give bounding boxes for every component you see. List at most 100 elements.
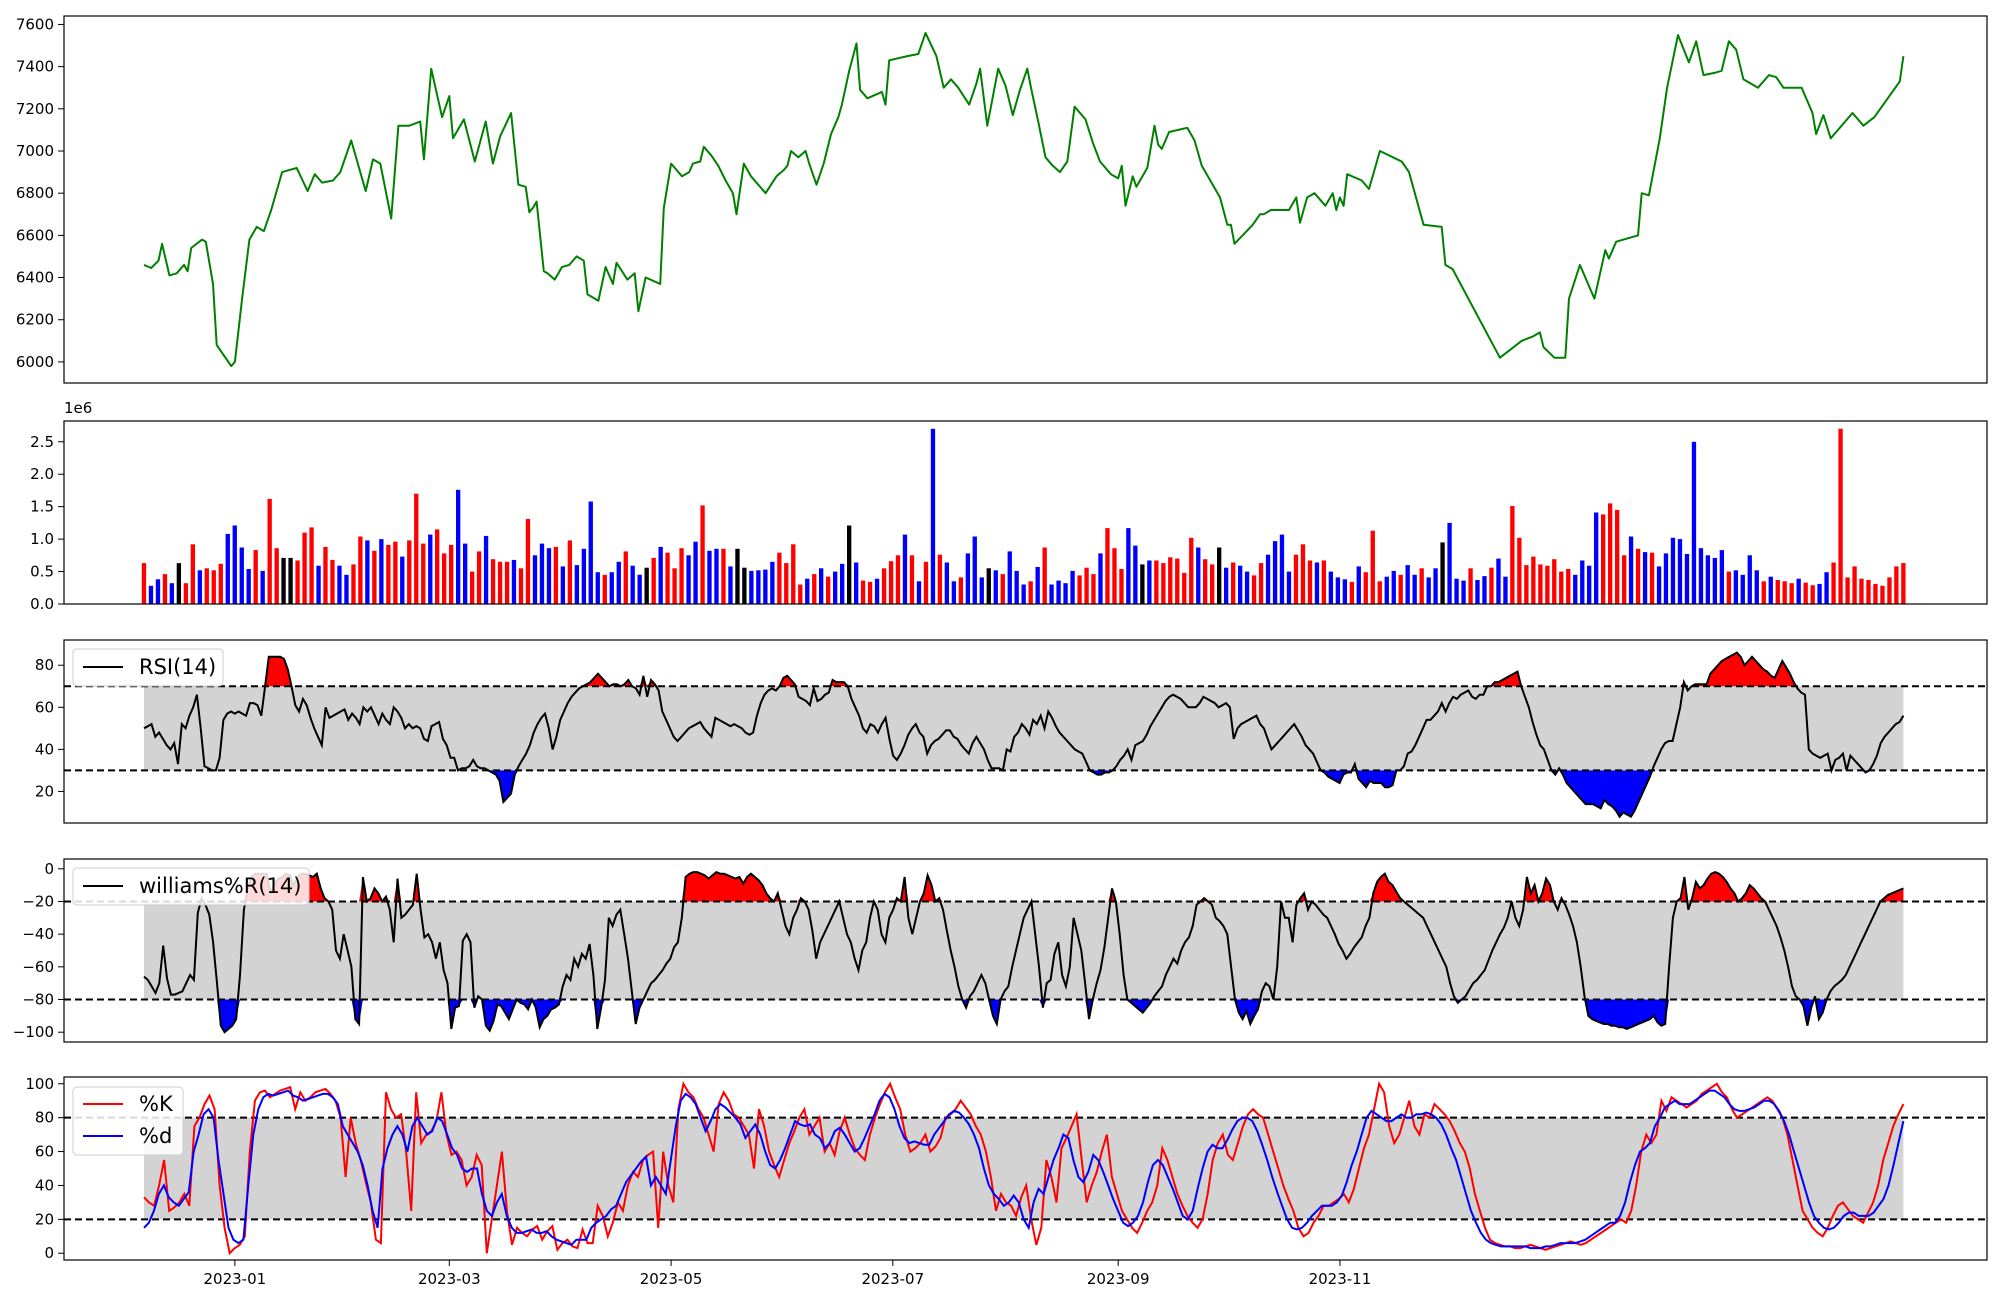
d-legend-label: %d [139, 1124, 172, 1148]
volume-bar [428, 534, 433, 604]
volume-bar [1531, 556, 1536, 604]
d-line [143, 1089, 1905, 1250]
volume-bar [777, 552, 782, 604]
volume-bar [1677, 539, 1683, 604]
price-panel: 6000 6200 6400 6600 6800 7000 7200 7400 7600 [16, 15, 1988, 384]
volume-bar [344, 574, 349, 604]
volume-bar [1168, 557, 1173, 604]
volume-bar [1398, 574, 1403, 604]
volume-bar [993, 570, 998, 604]
volume-bar [700, 505, 705, 604]
volume-bar [470, 571, 475, 604]
volume-bar [679, 548, 684, 604]
volume-bar [1279, 534, 1285, 604]
volume-bar [1217, 547, 1222, 604]
volume-bar [1803, 582, 1808, 604]
volume-bar [1649, 552, 1655, 604]
volume-bar [1866, 580, 1871, 604]
volume-bar [1189, 537, 1194, 604]
volume-bar [1258, 563, 1264, 604]
volume-bar [602, 574, 607, 604]
ytick-label: 6800 [16, 184, 54, 202]
volume-bar [1454, 578, 1459, 604]
volume-bar [644, 567, 649, 604]
volume-bar [812, 574, 817, 604]
williams-panel: 0 −20 −40 −60 −80 −100 williams%R(14) [13, 858, 1988, 1043]
volume-bar [958, 577, 964, 604]
volume-bar [456, 489, 461, 604]
rsi-line [143, 651, 1905, 819]
volume-bar [1517, 537, 1522, 604]
ytick-label: 40 [35, 740, 54, 758]
ytick-label: 0.0 [30, 595, 54, 613]
volume-bar [1251, 575, 1257, 604]
rsi-panel: 20 40 60 80 RSI(14) [35, 639, 1988, 824]
volume-bar [770, 561, 775, 604]
volume-panel: 0.0 0.5 1.0 1.5 2.0 2.5 1e6 [30, 399, 1988, 613]
stoch-neutral-band [143, 1117, 1904, 1220]
volume-bar [860, 580, 866, 604]
volume-bar [965, 553, 971, 604]
volume-bar [393, 541, 398, 604]
volume-bar [728, 566, 733, 604]
volume-bar [1119, 569, 1124, 604]
volume-bar [525, 519, 531, 604]
williams-overbought-fill [144, 872, 1904, 902]
volume-bar [1580, 560, 1585, 604]
volume-bar [1293, 554, 1299, 604]
volume-bar [833, 571, 838, 604]
volume-bar [1852, 566, 1857, 604]
volume-bar [623, 551, 628, 604]
volume-bar [463, 543, 468, 604]
ytick-label: 0 [44, 860, 54, 878]
volume-bar [386, 544, 391, 604]
volume-bar [1349, 581, 1355, 604]
volume-bar [1056, 580, 1061, 604]
volume-bar [1077, 575, 1082, 604]
volume-bar [1335, 577, 1341, 604]
williams-legend-label: williams%R(14) [139, 874, 301, 898]
volume-bar [1091, 574, 1096, 604]
volume-bar [630, 565, 635, 604]
ytick-label: −20 [22, 892, 54, 910]
volume-bar [881, 568, 887, 604]
volume-bar [581, 548, 587, 604]
price-line [143, 31, 1905, 368]
volume-bar [1503, 576, 1508, 604]
volume-bar [302, 532, 307, 604]
volume-bar [1035, 567, 1040, 604]
ytick-label: 20 [35, 782, 54, 800]
volume-bar [1712, 557, 1718, 604]
volume-bar [574, 565, 580, 604]
volume-bar [951, 581, 957, 604]
ytick-label: 60 [35, 1143, 54, 1161]
volume-bar [358, 536, 363, 604]
volume-bar [435, 529, 440, 604]
volume-bar [504, 561, 510, 604]
volume-bar [1182, 572, 1187, 604]
volume-bar [693, 541, 698, 604]
volume-bar [1838, 428, 1843, 604]
volume-bar [1489, 567, 1494, 604]
volume-bar [246, 569, 251, 604]
ytick-label: 40 [35, 1176, 54, 1194]
volume-bar [148, 585, 154, 604]
volume-bar [1754, 570, 1759, 604]
ytick-label: 20 [35, 1210, 54, 1228]
volume-bar [260, 570, 265, 604]
volume-bar [1007, 551, 1012, 604]
ytick-label: 80 [35, 1109, 54, 1127]
volume-bar [665, 552, 670, 604]
volume-bar [1133, 545, 1138, 604]
volume-bar [944, 562, 950, 604]
volume-bar [183, 583, 189, 604]
volume-exponent-label: 1e6 [64, 399, 92, 417]
ytick-label: 60 [35, 698, 54, 716]
volume-bar [1845, 577, 1850, 604]
volume-bar [1370, 530, 1375, 604]
volume-bar [1140, 564, 1145, 604]
volume-bar [1524, 565, 1529, 604]
volume-bar [1894, 566, 1899, 604]
rsi-neutral-band [143, 686, 1904, 771]
volume-bar [1014, 570, 1019, 604]
